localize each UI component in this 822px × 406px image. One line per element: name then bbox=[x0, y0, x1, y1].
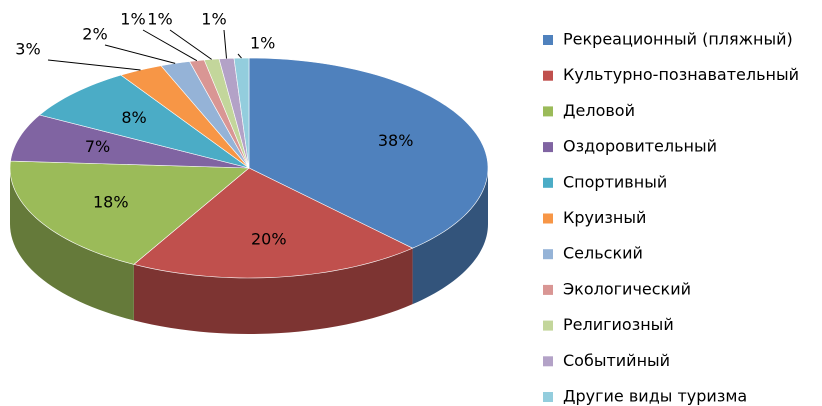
legend-label: Сельский bbox=[563, 244, 643, 263]
data-label: 1% bbox=[120, 10, 145, 29]
leader-line bbox=[223, 29, 228, 59]
legend-swatch bbox=[543, 142, 553, 153]
legend-swatch bbox=[543, 392, 553, 402]
legend-label: Оздоровительный bbox=[563, 137, 717, 156]
legend-swatch bbox=[543, 177, 553, 188]
data-label: 8% bbox=[121, 108, 146, 127]
legend-swatch bbox=[543, 356, 553, 367]
legend-swatch bbox=[543, 320, 553, 331]
slice bbox=[10, 114, 250, 169]
slice bbox=[133, 167, 414, 279]
legend-label: Деловой bbox=[563, 101, 635, 120]
leader-line bbox=[169, 29, 212, 60]
data-label: 7% bbox=[85, 137, 110, 156]
slice bbox=[9, 160, 250, 265]
legend-swatch bbox=[543, 35, 553, 45]
slice-side bbox=[10, 168, 134, 321]
legend-label: Рекреационный (пляжный) bbox=[563, 30, 793, 49]
leader-line bbox=[47, 59, 141, 71]
slice bbox=[38, 74, 250, 169]
legend-swatch bbox=[543, 249, 553, 260]
data-label: 18% bbox=[93, 192, 129, 211]
legend-label: Культурно-познавательный bbox=[563, 65, 799, 84]
slice bbox=[248, 57, 489, 249]
data-label: 1% bbox=[201, 10, 226, 29]
legend-label: Религиозный bbox=[563, 315, 674, 334]
leader-line bbox=[104, 44, 176, 64]
legend-swatch bbox=[543, 106, 553, 117]
slice bbox=[233, 57, 250, 169]
legend-label: Круизный bbox=[563, 208, 646, 227]
legend-label: Спортивный bbox=[563, 172, 667, 191]
legend-label: Событийный bbox=[563, 351, 670, 370]
data-label: 20% bbox=[251, 230, 287, 249]
data-label: 38% bbox=[378, 131, 414, 150]
legend-swatch bbox=[543, 213, 553, 224]
data-label: 1% bbox=[250, 34, 275, 53]
slice-side bbox=[133, 248, 413, 334]
data-label: 1% bbox=[147, 10, 172, 29]
data-label: 3% bbox=[15, 40, 40, 59]
leader-line bbox=[237, 53, 242, 59]
legend-swatch bbox=[543, 70, 553, 81]
legend-label: Экологический bbox=[563, 279, 691, 298]
slice-side bbox=[412, 168, 488, 305]
leader-line bbox=[142, 29, 198, 62]
legend-swatch bbox=[543, 284, 553, 295]
data-label: 2% bbox=[82, 25, 107, 44]
legend-label: Другие виды туризма bbox=[563, 387, 747, 406]
